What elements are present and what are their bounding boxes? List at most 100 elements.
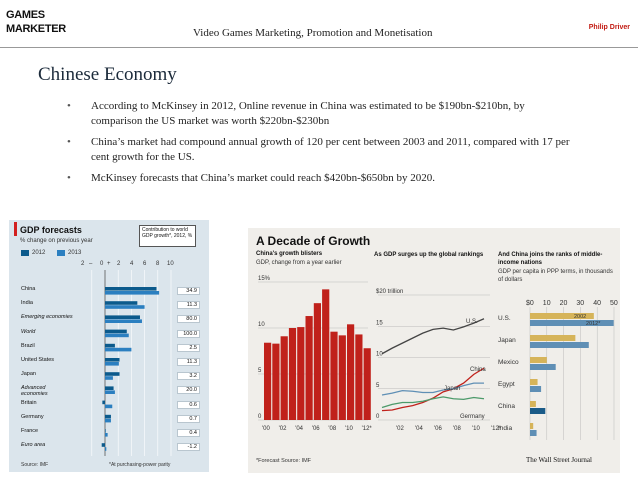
series-label: U.S. <box>466 319 478 325</box>
gdp-bars <box>91 270 172 456</box>
chart-title: A Decade of Growth <box>256 234 371 248</box>
presentation-title: Video Games Marketing, Promotion and Mon… <box>193 27 433 39</box>
chart-subtitle: % change on previous year <box>20 238 93 244</box>
growth-bar <box>347 324 355 420</box>
brand-logo: GAMES MARKETER <box>6 8 66 36</box>
bullet-dot: • <box>67 136 71 148</box>
growth-chart-subtitle: GDP, change from a year earlier <box>256 260 342 266</box>
chart-accent-bar <box>14 222 17 236</box>
contribution-value: 11.3 <box>177 358 200 366</box>
bar-2013 <box>105 447 107 451</box>
series-line-japan <box>381 382 484 396</box>
chart-footnote: *At purchasing-power parity <box>109 462 171 468</box>
y-tick-label: $20 trillion <box>376 289 403 295</box>
bullet-item: • According to McKinsey in 2012, Online r… <box>67 99 572 129</box>
growth-bar <box>288 328 297 420</box>
bar-2002 <box>530 357 547 363</box>
bullet-item: • McKinsey forecasts that China’s market … <box>67 171 572 186</box>
series-line-china <box>381 367 485 412</box>
growth-bar <box>280 336 288 420</box>
bar-2002 <box>530 313 594 319</box>
bar-2012 <box>105 301 138 305</box>
y-tick-label: 15 <box>376 320 383 326</box>
bar-2002 <box>530 335 576 341</box>
bullet-dot: • <box>67 172 71 184</box>
growth-bar <box>355 334 363 420</box>
growth-bar <box>363 348 371 420</box>
contribution-value: 34.9 <box>177 287 200 295</box>
bar-2002 <box>530 401 536 407</box>
gdp-forecasts-chart: GDP forecasts % change on previous year … <box>9 220 209 472</box>
category-label: Japan <box>498 337 516 344</box>
x-tick-label: 40 <box>593 300 601 307</box>
growth-bar <box>338 335 346 420</box>
x-tick-label: 30 <box>576 300 584 307</box>
bar-2012 <box>530 342 589 348</box>
bar-2012 <box>102 400 105 405</box>
x-tick-label: '12* <box>362 426 373 432</box>
author-name: Philip Driver <box>588 24 630 31</box>
category-label: France <box>21 428 39 434</box>
x-tick-label: '06 <box>312 426 320 432</box>
x-tick-label: '10 <box>345 426 353 432</box>
contribution-callout: Contribution to world GDP growth*, 2012,… <box>139 225 196 247</box>
axis-tick-label: – <box>89 261 93 267</box>
y-tick-label: 5 <box>258 368 262 374</box>
category-label: Japan <box>21 371 36 378</box>
legend-label: 2012 <box>32 250 46 256</box>
growth-bar <box>305 316 313 420</box>
bar-2012 <box>105 343 115 348</box>
contribution-value: 100.0 <box>177 329 200 338</box>
bar-2013 <box>105 404 113 409</box>
bar-2012 <box>105 315 140 319</box>
category-label: China <box>21 286 36 292</box>
bar-2012 <box>105 386 114 390</box>
axis-tick-label: 0 <box>100 261 104 267</box>
bar-2013 <box>105 291 160 295</box>
y-tick-label: 10 <box>258 322 265 328</box>
growth-bar <box>297 327 305 420</box>
x-tick-label: '04 <box>295 426 303 432</box>
legend-swatch <box>21 250 29 256</box>
header-divider <box>0 47 638 48</box>
axis-tick-label: 2 <box>117 261 121 267</box>
category-label: Brazil <box>21 342 35 349</box>
series-label: Japan <box>444 386 460 392</box>
bar-2012 <box>105 329 127 334</box>
bullet-text: According to McKinsey in 2012, Online re… <box>91 100 525 127</box>
contribution-value: -1.2 <box>177 443 200 452</box>
bar-2002 <box>530 423 534 429</box>
bar-2013 <box>105 305 145 309</box>
x-tick-label: '08 <box>453 426 461 432</box>
y-tick-label: 15% <box>258 276 271 282</box>
bar-2013 <box>105 319 142 323</box>
growth-chart-title: China's growth blisters <box>256 251 323 257</box>
x-tick-label: 50 <box>610 300 618 307</box>
series-label: 2002 <box>574 314 586 320</box>
bullet-dot: • <box>67 100 71 112</box>
legend-2012: 2012 <box>21 250 45 256</box>
bar-2012 <box>105 429 106 433</box>
bar-2013 <box>105 418 111 423</box>
bar-2013 <box>105 362 119 366</box>
bullet-text: China’s market had compound annual growt… <box>91 136 570 163</box>
legend-label: 2013 <box>68 250 82 256</box>
bar-2013 <box>105 347 132 352</box>
brand-line-1: GAMES <box>6 9 45 21</box>
bar-2012 <box>105 414 111 419</box>
slide-title: Chinese Economy <box>38 64 177 85</box>
y-tick-label: 0 <box>376 414 380 420</box>
x-tick-label: '10 <box>472 426 480 432</box>
x-tick-label: $0 <box>526 300 534 307</box>
x-tick-label: '06 <box>434 426 442 432</box>
category-label: Mexico <box>498 359 519 366</box>
bar-2013 <box>105 433 108 437</box>
category-label: Euro area <box>21 442 46 449</box>
contribution-value: 0.6 <box>177 400 200 409</box>
percapita-chart-subtitle: GDP per capita in PPP terms, in thousand… <box>498 269 613 283</box>
contribution-value: 20.0 <box>177 386 200 395</box>
category-label: Germany <box>21 413 44 420</box>
axis-tick-label: + <box>107 261 111 267</box>
bar-2013 <box>105 390 115 394</box>
chart-title: GDP forecasts <box>20 225 82 235</box>
